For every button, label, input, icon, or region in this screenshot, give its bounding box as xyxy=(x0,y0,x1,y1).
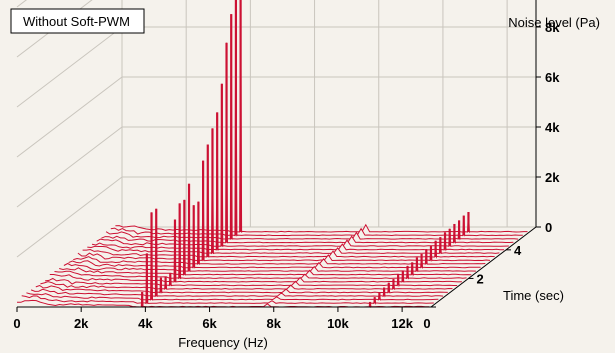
x-tick-label: 12k xyxy=(391,316,413,331)
title-box xyxy=(10,8,145,34)
z-axis-label: Noise level (Pa) xyxy=(508,15,600,30)
x-tick-label: 2k xyxy=(74,316,89,331)
y-tick-label: 2 xyxy=(477,271,484,286)
z-tick-label: 8k xyxy=(545,20,560,35)
spectrum-trace xyxy=(54,203,467,280)
spectrum-trace xyxy=(59,199,472,277)
spectrum-trace xyxy=(63,183,476,273)
x-tick-label: 6k xyxy=(202,316,217,331)
left-wall-gridline xyxy=(16,176,123,258)
left-wall-gridline xyxy=(16,0,28,8)
spectrum-trace xyxy=(30,208,444,298)
trace-mask xyxy=(96,83,511,247)
spectrum-trace xyxy=(96,83,509,248)
x-tick-label: 10k xyxy=(327,316,349,331)
trace-mask xyxy=(45,273,460,286)
traces-layer xyxy=(17,0,530,309)
z-tick-label: 4k xyxy=(545,120,560,135)
x-tick-label: 8k xyxy=(267,316,282,331)
z-tick-label: 2k xyxy=(545,170,560,185)
trace-mask xyxy=(101,42,516,243)
spectrum-trace xyxy=(26,212,439,301)
trace-mask xyxy=(17,292,431,307)
x-tick-label: 4k xyxy=(138,316,153,331)
trace-mask xyxy=(110,0,525,236)
y-axis-label: Time (sec) xyxy=(503,288,564,303)
y-tick-label: 4 xyxy=(514,243,522,258)
spectrum-trace xyxy=(21,253,434,305)
spectrum-trace xyxy=(35,277,448,294)
spectrum-trace xyxy=(45,273,458,288)
grid-layer xyxy=(16,0,536,308)
left-wall-gridline xyxy=(16,26,123,108)
y-tick-label: 0 xyxy=(423,316,430,331)
spectrum-trace xyxy=(101,42,514,244)
y-axis-line xyxy=(430,226,537,308)
left-wall-gridline xyxy=(16,126,123,208)
x-axis-label: Frequency (Hz) xyxy=(178,335,268,350)
trace-mask xyxy=(35,277,450,293)
z-tick-label: 0 xyxy=(545,220,552,235)
spectrum-trace xyxy=(87,128,500,255)
spectrum-trace xyxy=(110,0,523,237)
trace-mask xyxy=(40,276,455,290)
spectrum-trace xyxy=(68,205,481,269)
left-wall-gridline xyxy=(16,76,123,158)
spectrum-trace xyxy=(49,219,462,283)
chart-title: Without Soft-PWM xyxy=(23,14,130,29)
z-tick-label: 6k xyxy=(545,70,560,85)
spectrum-trace xyxy=(91,112,505,252)
axes-layer: 02k4k6k8k10k12k02402k4k6k8k10k12k xyxy=(13,0,560,331)
x-tick-label: 0 xyxy=(13,316,20,331)
spectrum-trace xyxy=(115,0,528,234)
trace-mask xyxy=(115,0,530,232)
spectrum-trace xyxy=(40,276,453,290)
